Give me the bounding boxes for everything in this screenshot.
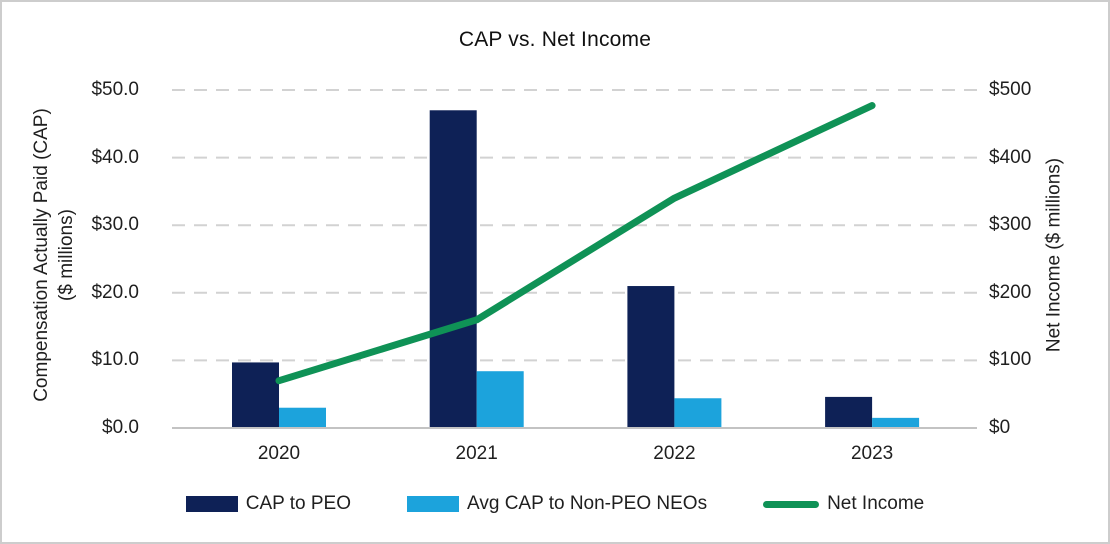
right-axis-tick-label: $400 xyxy=(989,146,1032,168)
right-axis-tick-label: $500 xyxy=(989,79,1032,100)
left-axis-tick-label: $50.0 xyxy=(91,79,139,100)
right-axis-tick-label: $100 xyxy=(989,349,1032,371)
left-axis-tick-label: $20.0 xyxy=(91,281,139,303)
bar-cap-to-peo-2021 xyxy=(429,110,477,428)
left-axis-title-line1: Compensation Actually Paid (CAP) xyxy=(31,108,52,402)
legend-line-swatch-green xyxy=(763,500,820,508)
x-axis-label-2021: 2021 xyxy=(455,443,498,464)
right-axis-title: Net Income ($ millions) xyxy=(1043,157,1065,353)
bar-avg-cap-to-non-peo-neos-2022 xyxy=(674,398,722,428)
x-axis-label-2022: 2022 xyxy=(653,443,696,464)
legend-bar-swatch-lightblue xyxy=(407,496,460,512)
left-axis-tick-label: $10.0 xyxy=(91,349,139,371)
legend: CAP to PEO Avg CAP to Non-PEO NEOs Net I… xyxy=(2,488,1108,520)
legend-item-cap-to-peo: CAP to PEO xyxy=(185,493,352,515)
legend-label: Avg CAP to Non-PEO NEOs xyxy=(467,493,708,514)
left-axis-tick-label: $30.0 xyxy=(91,214,139,236)
bar-cap-to-peo-2023 xyxy=(825,396,873,428)
bar-cap-to-peo-2022 xyxy=(627,286,675,428)
legend-label: CAP to PEO xyxy=(245,493,352,514)
bar-avg-cap-to-non-peo-neos-2020 xyxy=(279,407,326,428)
x-axis-label-2023: 2023 xyxy=(850,443,894,464)
chart-title: CAP vs. Net Income xyxy=(458,28,652,51)
legend-item-avg-cap-non-peo: Avg CAP to Non-PEO NEOs xyxy=(407,493,707,515)
right-axis-tick-label: $300 xyxy=(989,214,1032,236)
right-axis-tick-label: $200 xyxy=(989,281,1032,303)
legend-label: Net Income xyxy=(827,493,925,514)
x-axis-label-2020: 2020 xyxy=(257,443,301,464)
left-axis-tick-label: $0.0 xyxy=(102,417,139,438)
legend-bar-swatch-navy xyxy=(185,496,238,512)
bar-cap-to-peo-2020 xyxy=(232,362,279,428)
legend-item-net-income: Net Income xyxy=(763,493,924,515)
bar-avg-cap-to-non-peo-neos-2021 xyxy=(476,371,524,428)
left-axis-tick-label: $40.0 xyxy=(91,146,139,168)
line-net-income xyxy=(275,102,876,385)
right-axis-tick-label: $0 xyxy=(989,417,1011,438)
bar-avg-cap-to-non-peo-neos-2023 xyxy=(872,417,920,428)
